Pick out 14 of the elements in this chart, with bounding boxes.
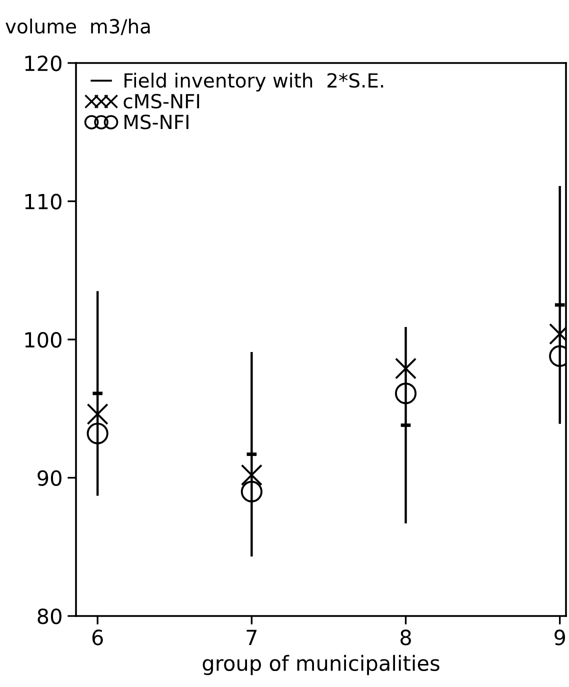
y-tick-label: 80 — [38, 608, 62, 624]
legend-label: cMS-NFI — [124, 94, 200, 109]
y-axis-title: volume m3/ha — [6, 18, 150, 36]
y-tick-label: 110 — [25, 194, 62, 210]
x-tick-label: 6 — [92, 630, 103, 646]
x-tick-label: 8 — [400, 630, 411, 646]
x-tick-label: 7 — [246, 630, 257, 646]
x-axis-title: group of municipalities — [202, 654, 440, 676]
y-tick-label: 100 — [25, 332, 62, 348]
x-tick-label: 9 — [554, 630, 565, 646]
legend-label: MS-NFI — [124, 114, 188, 130]
y-tick-label: 120 — [25, 55, 62, 72]
y-tick-label: 90 — [38, 470, 62, 486]
legend-label: Field inventory with 2*S.E. — [124, 72, 384, 92]
